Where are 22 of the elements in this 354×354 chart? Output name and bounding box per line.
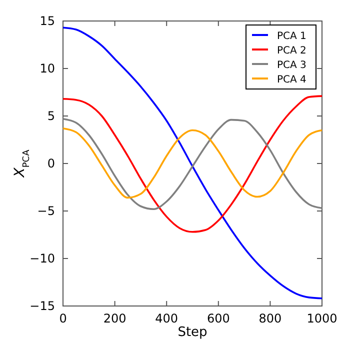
- y-tick-label: 10: [40, 61, 55, 76]
- x-tick-label: 200: [103, 312, 126, 326]
- line-series: [62, 118, 323, 210]
- x-axis-title: Step: [178, 325, 208, 340]
- legend-label: PCA 2: [277, 46, 306, 56]
- y-tick-label: −5: [37, 204, 55, 218]
- x-tick-label: 400: [155, 312, 178, 326]
- y-tick-label: 5: [47, 108, 55, 123]
- y-tick-label: 0: [47, 156, 55, 170]
- legend-label: PCA 4: [277, 74, 306, 86]
- x-tick-label: 0: [59, 312, 67, 326]
- y-tick-label: −15: [30, 298, 55, 313]
- x-tick-label: 600: [206, 312, 230, 326]
- x-tick-label: 800: [258, 312, 282, 326]
- legend-label: PCA 1: [277, 31, 306, 42]
- line-series: [62, 95, 323, 233]
- line-series: [62, 127, 323, 199]
- legend-label: PCA 3: [277, 60, 306, 71]
- y-tick-label: 15: [40, 14, 55, 28]
- x-tick-label: 1000: [306, 312, 338, 326]
- y-tick-label: −10: [30, 251, 55, 266]
- line-series: [62, 26, 323, 300]
